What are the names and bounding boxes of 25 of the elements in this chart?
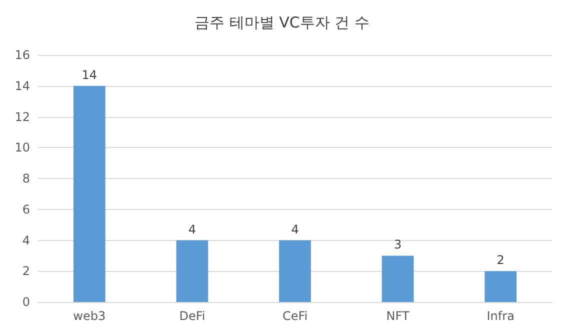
data-label: 4 [188, 222, 196, 236]
data-label: 2 [496, 253, 504, 268]
bar [73, 86, 106, 302]
chart-title: 금주 테마별 VC투자 건 수 [194, 14, 370, 32]
y-tick-label: 14 [14, 78, 30, 93]
bar [382, 256, 414, 302]
y-tick-label: 4 [22, 233, 30, 248]
y-tick-label: 10 [14, 140, 30, 155]
y-tick-label: 16 [14, 48, 30, 62]
bar [279, 240, 311, 302]
y-tick-label: 8 [22, 172, 30, 186]
data-label: 4 [291, 222, 299, 236]
y-tick-label: 2 [22, 264, 30, 278]
y-tick-label: 12 [14, 110, 30, 124]
x-tick-label: DeFi [179, 309, 206, 323]
data-label: 3 [394, 238, 402, 252]
y-tick-label: 0 [22, 295, 30, 309]
y-tick-label: 6 [22, 202, 30, 216]
x-tick-label: Infra [486, 309, 514, 323]
data-label: 14 [82, 68, 98, 82]
bar [484, 271, 517, 302]
bar [176, 240, 208, 302]
x-tick-label: web3 [73, 309, 106, 323]
x-tick-label: CeFi [282, 309, 308, 323]
x-tick-label: NFT [386, 309, 410, 323]
